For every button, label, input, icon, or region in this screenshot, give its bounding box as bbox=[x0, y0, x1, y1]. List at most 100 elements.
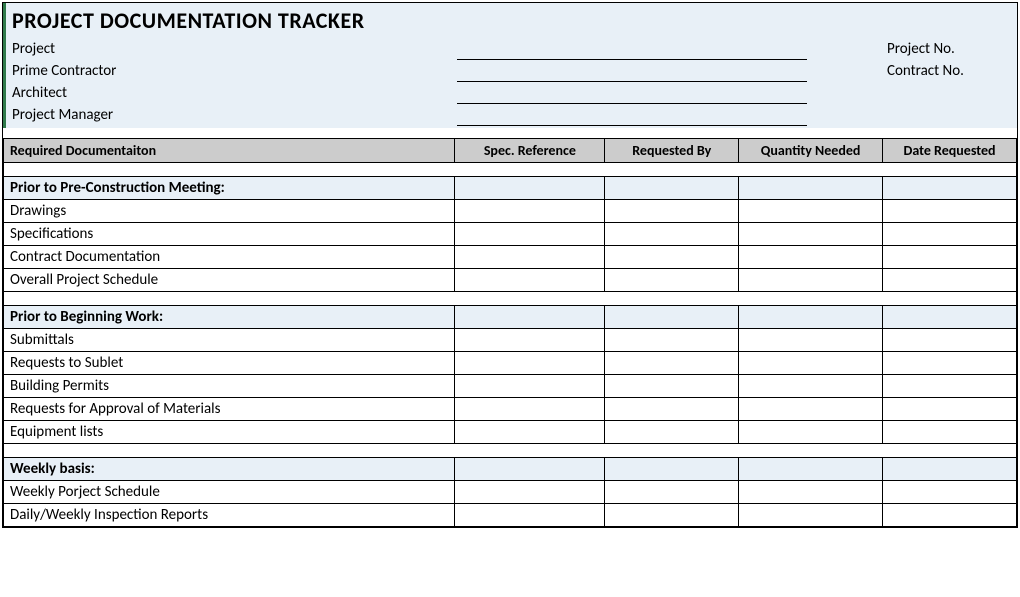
doc-item: Weekly Porject Schedule bbox=[4, 481, 455, 504]
section-heading-row: Weekly basis: bbox=[4, 458, 1017, 481]
empty-cell[interactable] bbox=[883, 504, 1017, 527]
doc-item: Requests to Sublet bbox=[4, 352, 455, 375]
empty-cell[interactable] bbox=[883, 329, 1017, 352]
empty-cell[interactable] bbox=[605, 458, 739, 481]
empty-cell[interactable] bbox=[739, 269, 883, 292]
empty-cell[interactable] bbox=[883, 177, 1017, 200]
doc-item: Drawings bbox=[4, 200, 455, 223]
documentation-table: Required Documentaiton Spec. Reference R… bbox=[3, 138, 1017, 527]
empty-cell[interactable] bbox=[739, 458, 883, 481]
page-title: PROJECT DOCUMENTATION TRACKER bbox=[12, 7, 1017, 34]
table-body: Prior to Pre-Construction Meeting:Drawin… bbox=[4, 163, 1017, 527]
empty-cell[interactable] bbox=[605, 177, 739, 200]
empty-cell[interactable] bbox=[739, 329, 883, 352]
empty-cell[interactable] bbox=[605, 269, 739, 292]
empty-cell[interactable] bbox=[605, 504, 739, 527]
empty-cell[interactable] bbox=[605, 352, 739, 375]
empty-cell[interactable] bbox=[455, 398, 605, 421]
doc-item: Submittals bbox=[4, 329, 455, 352]
empty-cell[interactable] bbox=[455, 200, 605, 223]
empty-cell[interactable] bbox=[455, 246, 605, 269]
input-line-project-manager[interactable] bbox=[457, 104, 807, 126]
empty-cell[interactable] bbox=[605, 375, 739, 398]
label-architect: Architect bbox=[12, 82, 457, 104]
input-line-project[interactable] bbox=[457, 38, 807, 60]
empty-cell[interactable] bbox=[883, 306, 1017, 329]
doc-item: Contract Documentation bbox=[4, 246, 455, 269]
empty-cell[interactable] bbox=[455, 329, 605, 352]
header-right-labels: Project No. Contract No. bbox=[807, 38, 1017, 126]
empty-cell[interactable] bbox=[605, 306, 739, 329]
table-row: Building Permits bbox=[4, 375, 1017, 398]
empty-cell[interactable] bbox=[605, 200, 739, 223]
table-row: Requests for Approval of Materials bbox=[4, 398, 1017, 421]
empty-cell[interactable] bbox=[883, 246, 1017, 269]
empty-cell[interactable] bbox=[605, 421, 739, 444]
spacer bbox=[3, 128, 1017, 138]
doc-item: Specifications bbox=[4, 223, 455, 246]
section-heading-row: Prior to Beginning Work: bbox=[4, 306, 1017, 329]
empty-cell[interactable] bbox=[883, 421, 1017, 444]
label-project-no: Project No. bbox=[887, 38, 1017, 60]
empty-cell[interactable] bbox=[605, 246, 739, 269]
section-heading: Weekly basis: bbox=[4, 458, 455, 481]
empty-cell[interactable] bbox=[455, 352, 605, 375]
doc-item: Requests for Approval of Materials bbox=[4, 398, 455, 421]
section-heading: Prior to Pre-Construction Meeting: bbox=[4, 177, 455, 200]
th-required-documentation: Required Documentaiton bbox=[4, 139, 455, 163]
empty-cell[interactable] bbox=[455, 223, 605, 246]
input-line-prime-contractor[interactable] bbox=[457, 60, 807, 82]
doc-item: Overall Project Schedule bbox=[4, 269, 455, 292]
th-requested-by: Requested By bbox=[605, 139, 739, 163]
table-row: Daily/Weekly Inspection Reports bbox=[4, 504, 1017, 527]
empty-cell[interactable] bbox=[455, 375, 605, 398]
empty-cell[interactable] bbox=[455, 306, 605, 329]
table-row: Overall Project Schedule bbox=[4, 269, 1017, 292]
th-quantity-needed: Quantity Needed bbox=[739, 139, 883, 163]
empty-cell[interactable] bbox=[605, 329, 739, 352]
empty-cell[interactable] bbox=[455, 481, 605, 504]
table-row: Equipment lists bbox=[4, 421, 1017, 444]
empty-cell[interactable] bbox=[739, 246, 883, 269]
table-header-row: Required Documentaiton Spec. Reference R… bbox=[4, 139, 1017, 163]
empty-cell[interactable] bbox=[739, 200, 883, 223]
doc-item: Daily/Weekly Inspection Reports bbox=[4, 504, 455, 527]
empty-cell[interactable] bbox=[739, 375, 883, 398]
empty-cell[interactable] bbox=[739, 504, 883, 527]
table-row: Requests to Sublet bbox=[4, 352, 1017, 375]
document-page: PROJECT DOCUMENTATION TRACKER Project Pr… bbox=[2, 2, 1018, 528]
empty-cell[interactable] bbox=[739, 306, 883, 329]
empty-cell[interactable] bbox=[739, 352, 883, 375]
empty-cell[interactable] bbox=[883, 398, 1017, 421]
empty-cell[interactable] bbox=[605, 223, 739, 246]
empty-cell[interactable] bbox=[605, 398, 739, 421]
empty-cell[interactable] bbox=[455, 269, 605, 292]
empty-cell[interactable] bbox=[883, 269, 1017, 292]
empty-cell[interactable] bbox=[739, 421, 883, 444]
empty-cell[interactable] bbox=[883, 375, 1017, 398]
header-underline-column bbox=[457, 38, 807, 126]
empty-cell[interactable] bbox=[739, 398, 883, 421]
label-prime-contractor: Prime Contractor bbox=[12, 60, 457, 82]
empty-cell[interactable] bbox=[455, 458, 605, 481]
empty-cell[interactable] bbox=[455, 504, 605, 527]
input-line-architect[interactable] bbox=[457, 82, 807, 104]
empty-cell[interactable] bbox=[883, 352, 1017, 375]
table-row: Contract Documentation bbox=[4, 246, 1017, 269]
section-heading: Prior to Beginning Work: bbox=[4, 306, 455, 329]
empty-cell[interactable] bbox=[739, 223, 883, 246]
empty-cell[interactable] bbox=[739, 177, 883, 200]
header-left-labels: Project Prime Contractor Architect Proje… bbox=[12, 38, 457, 126]
empty-cell[interactable] bbox=[883, 200, 1017, 223]
empty-cell[interactable] bbox=[605, 481, 739, 504]
header-rows: Project Prime Contractor Architect Proje… bbox=[12, 38, 1017, 126]
empty-cell[interactable] bbox=[883, 458, 1017, 481]
empty-cell[interactable] bbox=[455, 177, 605, 200]
table-row: Drawings bbox=[4, 200, 1017, 223]
empty-cell[interactable] bbox=[883, 481, 1017, 504]
blank-row bbox=[4, 163, 1017, 177]
label-contract-no: Contract No. bbox=[887, 60, 1017, 82]
empty-cell[interactable] bbox=[455, 421, 605, 444]
empty-cell[interactable] bbox=[739, 481, 883, 504]
empty-cell[interactable] bbox=[883, 223, 1017, 246]
